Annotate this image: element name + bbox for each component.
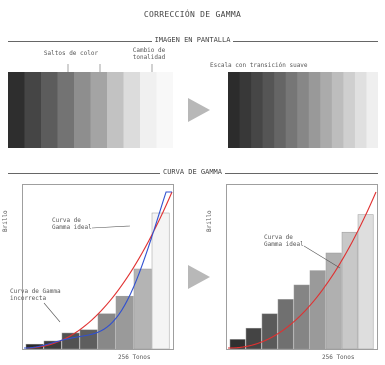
gradient-step xyxy=(8,72,26,148)
gradient-step xyxy=(156,72,173,148)
gradient-step xyxy=(308,72,321,148)
tone-bar xyxy=(151,212,170,350)
gradient-step xyxy=(262,72,275,148)
section-curve-label: CURVA DE GAMMA xyxy=(159,168,225,176)
ideal-curve-right xyxy=(227,191,377,349)
tone-bar xyxy=(341,231,358,350)
arrow-shape xyxy=(188,98,210,122)
gradient-step xyxy=(320,72,333,148)
arrow-shape xyxy=(188,265,210,289)
tone-bar xyxy=(115,295,134,350)
gradient-step xyxy=(274,72,287,148)
gradient-step xyxy=(123,72,141,148)
section-screen-label: IMAGEN EN PANTALLA xyxy=(151,36,234,44)
tone-bar xyxy=(133,268,152,350)
gradient-step xyxy=(343,72,356,148)
incorrect-gamma-chart xyxy=(22,184,174,350)
ideal-curve-annotation-left: Curva de Gamma ideal xyxy=(52,217,92,231)
gradient-step xyxy=(90,72,108,148)
ideal-gamma-chart xyxy=(226,184,378,350)
color-jumps-label: Saltos de color xyxy=(43,50,99,57)
arrow-right-icon xyxy=(188,265,210,289)
gradient-step xyxy=(57,72,75,148)
tonal-change-label: Cambio de tonalidad xyxy=(132,47,166,61)
gradient-step xyxy=(251,72,264,148)
gradient-step xyxy=(239,72,252,148)
gradient-step xyxy=(354,72,368,148)
smooth-gradient-strip xyxy=(228,72,378,148)
section-screen-header: IMAGEN EN PANTALLA xyxy=(0,36,385,46)
incorrect-curve-annotation: Curva de Gamma incorrecta xyxy=(10,288,61,302)
tone-bar xyxy=(293,284,310,350)
diagram-title: CORRECCIÓN DE GAMMA xyxy=(143,10,242,19)
gradient-step xyxy=(74,72,92,148)
gradient-step xyxy=(366,72,378,148)
gradient-step xyxy=(24,72,42,148)
tone-bar xyxy=(325,252,342,350)
gradient-step xyxy=(140,72,158,148)
stepped-gradient-strip xyxy=(8,72,173,148)
gradient-step xyxy=(228,72,241,148)
ideal-curve-annotation-right: Curva de Gamma ideal xyxy=(264,234,304,248)
tone-bar xyxy=(229,339,246,350)
gradient-step xyxy=(331,72,344,148)
tone-bar xyxy=(79,329,98,350)
leader-incorrect xyxy=(43,302,61,323)
tone-bar xyxy=(309,270,326,350)
gradient-step xyxy=(285,72,298,148)
leader-ideal-right xyxy=(303,245,341,269)
gradient-step xyxy=(297,72,310,148)
gradient-step xyxy=(41,72,59,148)
leader-ideal-left xyxy=(91,225,131,229)
tone-bar xyxy=(97,313,116,350)
arrow-right-icon xyxy=(188,98,210,122)
ideal-curve-left xyxy=(23,191,173,349)
gradient-step xyxy=(107,72,125,148)
x-axis-label-left: 256 Tonos xyxy=(118,354,151,361)
tone-bar xyxy=(277,299,294,350)
x-axis-label-right: 256 Tonos xyxy=(322,354,355,361)
section-curve-header: CURVA DE GAMMA xyxy=(0,168,385,178)
incorrect-curve xyxy=(23,191,172,349)
smooth-transition-label: Escala con transición suave xyxy=(210,62,308,69)
